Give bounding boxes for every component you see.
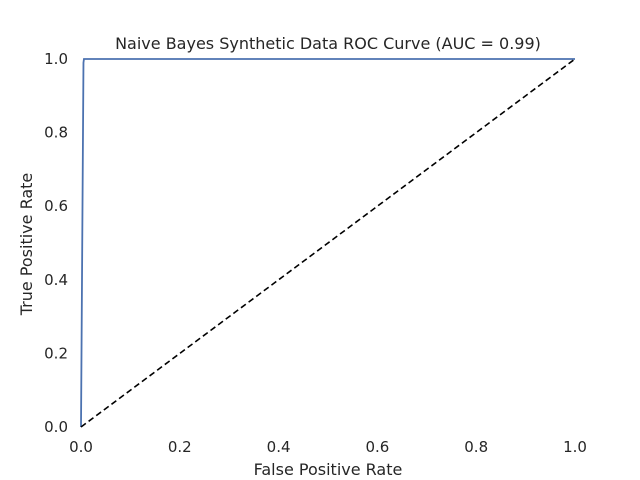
x-tick-label: 0.6 — [365, 438, 389, 456]
plot-area — [80, 58, 576, 428]
y-tick-label: 0.0 — [44, 418, 68, 436]
x-tick-label: 0.4 — [267, 438, 291, 456]
chart-title: Naive Bayes Synthetic Data ROC Curve (AU… — [115, 34, 541, 53]
x-tick-label: 1.0 — [563, 438, 587, 456]
y-tick-label: 0.2 — [44, 344, 68, 362]
y-axis-ticks: 0.0 0.2 0.4 0.6 0.8 1.0 — [44, 50, 68, 436]
x-tick-label: 0.0 — [69, 438, 93, 456]
y-tick-label: 1.0 — [44, 50, 68, 68]
y-axis-label: True Positive Rate — [17, 173, 36, 317]
y-tick-label: 0.4 — [44, 271, 68, 289]
y-tick-label: 0.8 — [44, 124, 68, 142]
roc-curve-line — [80, 58, 575, 428]
x-axis-label: False Positive Rate — [254, 460, 403, 479]
chance-diagonal-line — [80, 58, 576, 428]
x-tick-label: 0.2 — [168, 438, 192, 456]
x-axis-ticks: 0.0 0.2 0.4 0.6 0.8 1.0 — [69, 438, 587, 456]
y-tick-label: 0.6 — [44, 197, 68, 215]
x-tick-label: 0.8 — [464, 438, 488, 456]
